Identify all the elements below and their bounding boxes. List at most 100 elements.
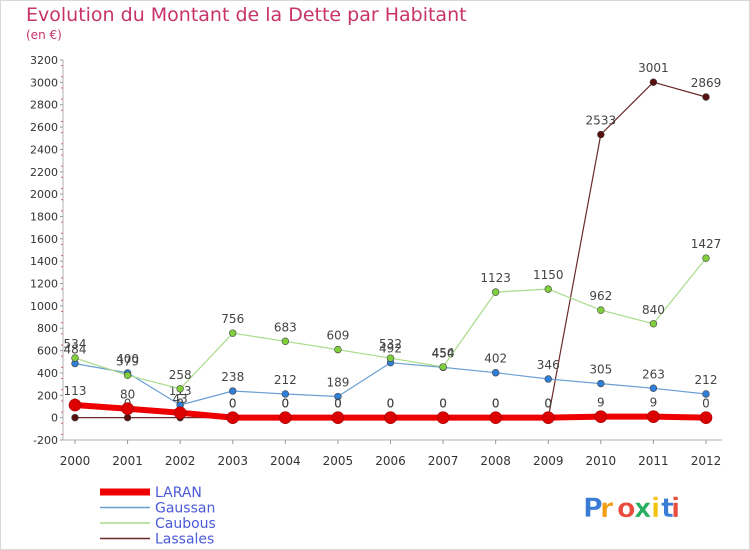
data-label-gaussan: 212 <box>695 373 718 387</box>
data-point-laran <box>384 411 397 424</box>
data-label-laran: 0 <box>492 397 500 411</box>
x-tick-label: 2006 <box>375 454 406 468</box>
data-label-lassales: 2869 <box>691 76 722 90</box>
data-label-lassales: 2533 <box>586 114 617 128</box>
data-label-lassales: 3001 <box>638 61 669 75</box>
data-point-caubous <box>386 354 395 362</box>
data-point-gaussan <box>702 390 710 398</box>
data-point-laran <box>173 406 187 420</box>
data-label-lassales: 0 <box>229 397 237 411</box>
x-tick-label: 2003 <box>217 454 248 468</box>
data-point-laran <box>489 411 502 424</box>
brand-logo-letter: x <box>634 493 651 524</box>
data-label-gaussan: 402 <box>484 352 507 366</box>
data-point-laran <box>647 410 660 423</box>
x-tick-label: 2008 <box>480 454 511 468</box>
brand-logo-letter: i <box>651 493 660 524</box>
data-point-lassales <box>71 413 79 422</box>
x-tick-label: 2001 <box>112 454 143 468</box>
y-tick-label: 2400 <box>30 143 58 156</box>
y-tick-label: 200 <box>37 389 58 402</box>
data-label-gaussan: 400 <box>116 352 139 366</box>
data-point-caubous <box>176 385 184 393</box>
y-tick-label: 2000 <box>30 188 58 201</box>
x-tick-label: 2004 <box>270 454 301 468</box>
data-label-lassales: 0 <box>387 397 395 411</box>
y-tick-label: 1200 <box>30 278 58 291</box>
data-label-gaussan: 189 <box>326 376 349 390</box>
data-point-caubous <box>334 345 342 354</box>
data-point-gaussan <box>491 369 500 377</box>
data-label-caubous: 609 <box>326 329 349 343</box>
brand-logo-letter: o <box>617 493 636 524</box>
y-tick-label: 2600 <box>30 121 58 134</box>
data-label-laran: 0 <box>387 397 395 411</box>
data-point-lassales <box>649 78 658 86</box>
y-tick-label: 1600 <box>30 233 58 246</box>
data-label-laran: 9 <box>597 396 605 410</box>
data-label-caubous: 1150 <box>533 268 564 282</box>
data-label-gaussan: 450 <box>432 346 455 360</box>
x-tick-label: 2002 <box>165 454 196 468</box>
data-point-gaussan <box>229 387 237 395</box>
data-label-caubous: 840 <box>642 303 665 317</box>
y-tick-label: 1000 <box>30 300 58 313</box>
data-point-gaussan <box>649 384 658 392</box>
legend-label-gaussan: Gaussan <box>155 501 215 517</box>
y-tick-label: 800 <box>37 322 58 335</box>
data-point-laran <box>68 398 82 412</box>
data-label-lassales: 0 <box>544 397 552 411</box>
brand-logo-letter: i <box>671 493 680 524</box>
x-tick-label: 2010 <box>586 454 617 468</box>
y-tick-label: 0 <box>51 412 58 425</box>
data-label-lassales: 0 <box>334 397 342 411</box>
data-label-caubous: 379 <box>116 354 139 368</box>
x-tick-label: 2005 <box>323 454 354 468</box>
y-tick-label: 400 <box>37 367 58 380</box>
data-point-caubous <box>491 288 500 296</box>
data-label-laran: 0 <box>229 397 237 411</box>
chart-subtitle: (en €) <box>26 28 62 42</box>
data-point-caubous <box>123 371 132 379</box>
legend-label-laran: LARAN <box>155 485 202 501</box>
data-point-caubous <box>702 254 710 262</box>
data-point-laran <box>279 411 292 424</box>
data-label-laran: 0 <box>282 397 290 411</box>
data-label-lassales: 0 <box>492 397 500 411</box>
data-label-laran: 43 <box>173 392 188 406</box>
data-point-gaussan <box>334 392 342 401</box>
data-point-lassales <box>702 93 710 101</box>
data-point-caubous <box>71 354 79 362</box>
data-label-lassales: 0 <box>439 397 447 411</box>
data-label-laran: 80 <box>120 388 135 402</box>
data-label-laran: 0 <box>439 397 447 411</box>
data-point-caubous <box>439 363 447 371</box>
data-label-laran: 0 <box>544 397 552 411</box>
y-tick-label: 2200 <box>30 166 58 179</box>
brand-logo-letter: r <box>600 493 614 524</box>
data-label-lassales: 0 <box>282 397 290 411</box>
data-label-caubous: 962 <box>589 289 612 303</box>
data-point-gaussan <box>597 379 605 388</box>
y-tick-label: 3000 <box>30 76 58 89</box>
data-label-caubous: 534 <box>64 337 87 351</box>
data-point-caubous <box>281 337 290 346</box>
x-tick-label: 2000 <box>60 454 91 468</box>
data-label-caubous: 454 <box>432 346 455 360</box>
y-tick-label: -200 <box>33 434 58 447</box>
x-tick-label: 2007 <box>428 454 459 468</box>
data-label-caubous: 258 <box>169 368 192 382</box>
data-point-laran <box>541 411 555 424</box>
y-tick-label: 3200 <box>30 54 58 67</box>
legend-label-caubous: Caubous <box>155 516 216 532</box>
data-point-laran <box>594 410 608 423</box>
brand-logo-letter: t <box>661 493 674 524</box>
data-label-caubous: 1123 <box>480 271 511 285</box>
data-label-gaussan: 212 <box>274 373 297 387</box>
x-tick-label: 2009 <box>533 454 564 468</box>
data-label-laran: 0 <box>334 397 342 411</box>
legend-label-lassales: Lassales <box>155 532 214 548</box>
y-tick-label: 2800 <box>30 99 58 112</box>
data-point-laran <box>121 402 134 416</box>
